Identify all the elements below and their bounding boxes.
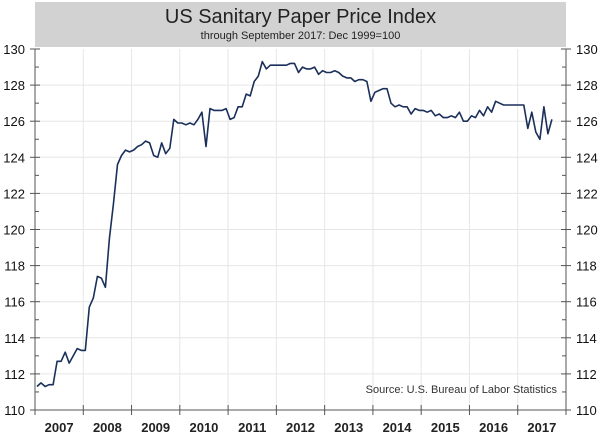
y-tick-label-left: 116 [4, 295, 25, 310]
x-tick-label: 2016 [479, 420, 508, 435]
source-note: Source: U.S. Bureau of Labor Statistics [365, 384, 557, 396]
series-line [36, 60, 553, 388]
y-tick-label-left: 122 [3, 186, 25, 201]
x-tick-label: 2017 [527, 420, 556, 435]
x-tick-label: 2015 [431, 420, 460, 435]
x-tick-label: 2009 [141, 420, 170, 435]
y-tick-label-left: 118 [4, 259, 25, 274]
y-tick-label-right: 130 [576, 42, 598, 57]
y-tick-label-right: 124 [576, 150, 598, 165]
x-tick-label: 2011 [238, 420, 266, 435]
y-tick-label-right: 118 [576, 259, 597, 274]
chart-title: US Sanitary Paper Price Index [164, 6, 437, 28]
y-tick-label-right: 114 [576, 331, 597, 346]
y-tick-label-right: 128 [576, 78, 598, 93]
axes [30, 48, 571, 415]
y-axis-left: 110 112 114 116 118 120 122 124 126 128 130 [3, 42, 25, 418]
y-tick-label-left: 126 [3, 114, 25, 129]
x-tick-label: 2010 [189, 420, 218, 435]
y-tick-label-right: 112 [576, 367, 597, 382]
y-tick-label-left: 124 [3, 150, 25, 165]
y-tick-label-left: 112 [4, 367, 25, 382]
grid [35, 49, 566, 410]
y-axis-right: 110 112 114 116 118 120 122 124 126 128 130 [576, 42, 598, 418]
chart-subtitle: through September 2017: Dec 1999=100 [200, 30, 401, 42]
x-tick-label: 2014 [383, 420, 413, 435]
y-tick-label-left: 128 [3, 78, 25, 93]
x-tick-label: 2007 [45, 420, 74, 435]
x-tick-label: 2008 [93, 420, 122, 435]
y-tick-label-right: 110 [576, 403, 597, 418]
x-tick-label: 2012 [286, 420, 315, 435]
y-tick-label-right: 116 [576, 295, 597, 310]
y-tick-label-left: 110 [4, 403, 25, 418]
title-box: US Sanitary Paper Price Index through Se… [35, 2, 566, 47]
x-axis: 2007 2008 2009 2010 2011 2012 2013 2014 2015 2016… [45, 420, 557, 435]
y-tick-label-right: 122 [576, 186, 598, 201]
y-tick-label-left: 114 [4, 331, 25, 346]
y-tick-label-left: 130 [3, 42, 25, 57]
y-tick-label-right: 126 [576, 114, 598, 129]
y-tick-label-left: 120 [3, 223, 25, 238]
y-tick-label-right: 120 [576, 223, 598, 238]
x-tick-label: 2013 [334, 420, 363, 435]
